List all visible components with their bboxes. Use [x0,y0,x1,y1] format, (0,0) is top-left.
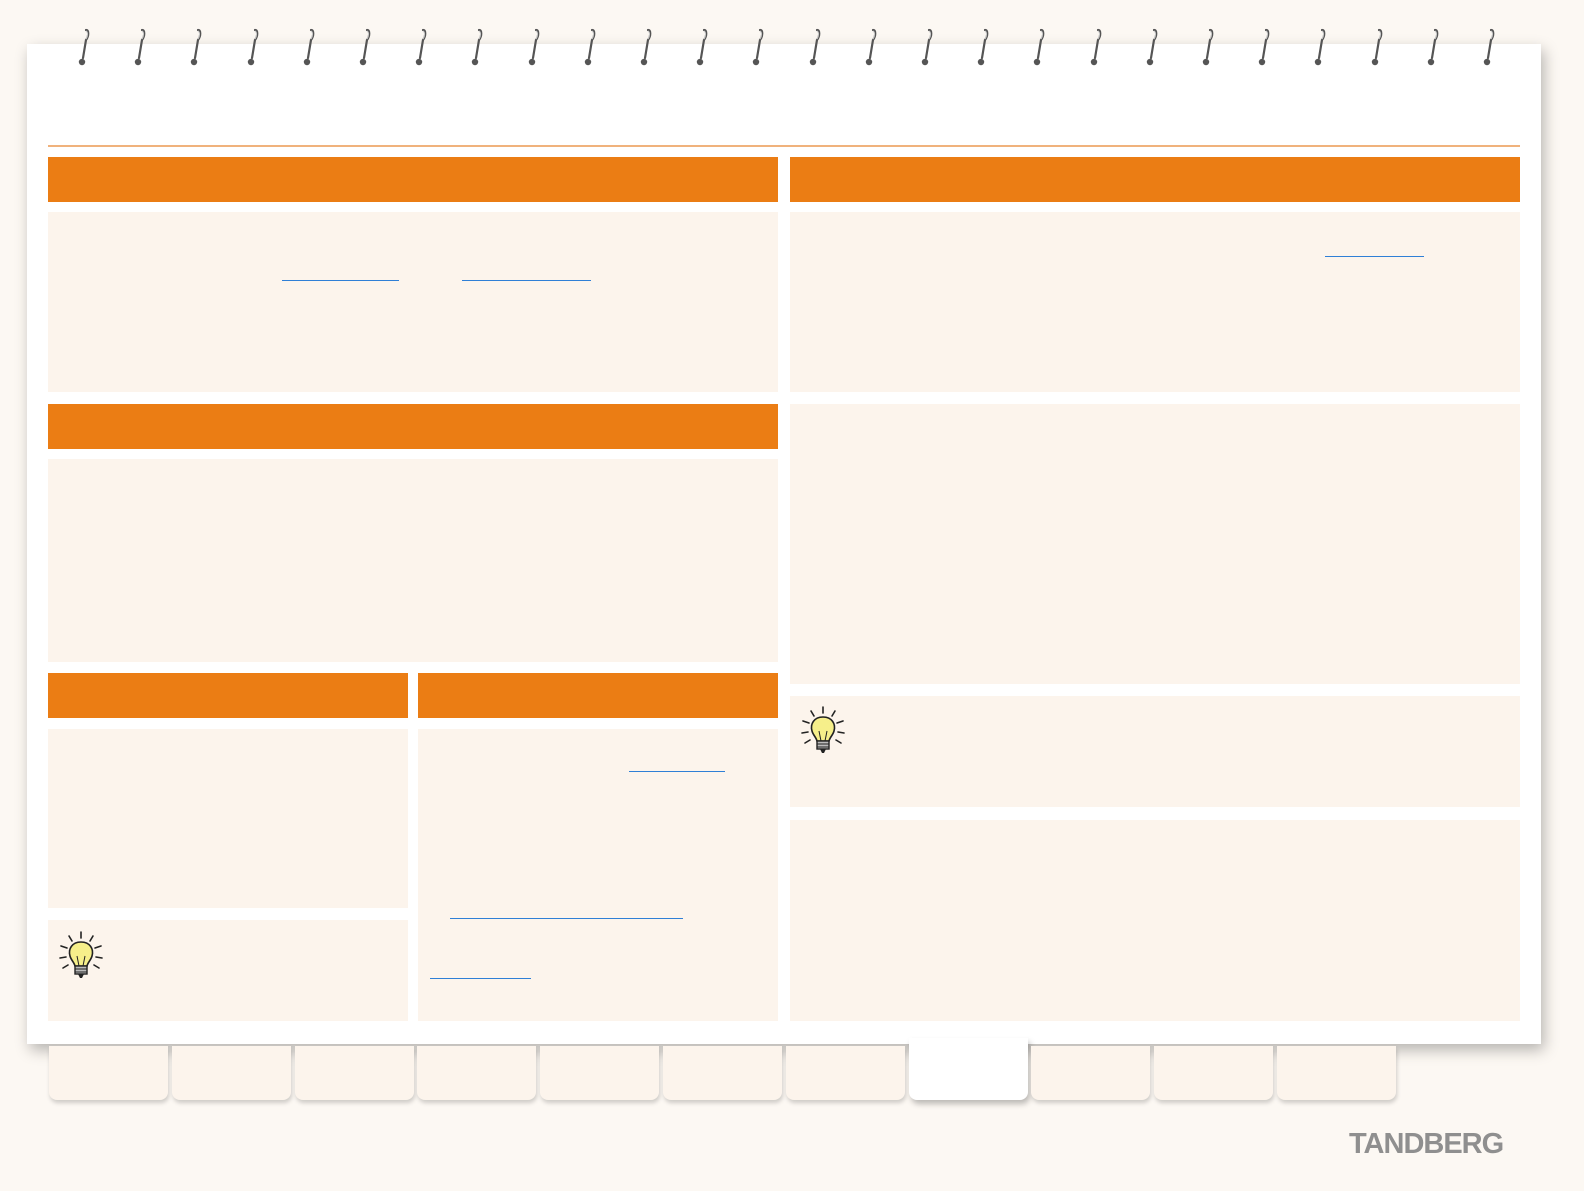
spiral-ring-icon [695,28,708,70]
spiral-ring-icon [1257,28,1270,70]
chapter-tab[interactable] [663,1046,782,1100]
spiral-ring-icon [414,28,427,70]
chapter-tab[interactable] [417,1046,537,1100]
spiral-binding [0,0,1584,80]
spiral-ring-icon [133,28,146,70]
section-body-5 [790,820,1520,1021]
spiral-ring-icon [1370,28,1382,70]
link-2[interactable] [462,279,591,281]
section-header-4 [48,673,408,718]
section-body-1 [48,212,778,392]
section-header-1 [48,157,778,202]
chapter-tab[interactable] [1154,1046,1274,1100]
chapter-tab[interactable] [540,1046,660,1100]
spiral-ring-icon [864,28,877,70]
spiral-ring-icon [808,28,820,70]
chapter-tab[interactable] [908,1038,1028,1100]
section-body-7 [418,729,778,1021]
brand-logo: TANDBERG [1349,1128,1504,1160]
spiral-ring-icon [527,28,539,70]
spiral-ring-icon [302,28,315,70]
section-body-3 [48,459,778,662]
spiral-ring-icon [1089,28,1101,70]
spiral-ring-icon [1032,28,1045,70]
spiral-ring-icon [358,28,371,70]
section-body-6 [48,729,408,908]
lightbulb-icon [58,930,104,987]
link-6[interactable] [430,977,531,979]
spiral-ring-icon [639,28,652,70]
header-divider [48,145,1520,147]
spiral-ring-icon [1426,28,1439,70]
spiral-ring-icon [751,28,764,70]
section-header-2 [790,157,1520,202]
spiral-ring-icon [77,28,90,70]
lightbulb-icon [800,705,846,762]
spiral-ring-icon [1482,28,1495,70]
spiral-ring-icon [1145,28,1158,70]
spiral-ring-icon [583,28,596,70]
section-header-3 [48,404,778,449]
chapter-tab[interactable] [294,1046,414,1100]
chapter-tab[interactable] [1031,1046,1151,1100]
section-header-5 [418,673,778,718]
tip-panel-left [48,920,408,1021]
link-3[interactable] [1325,255,1424,257]
section-body-4 [790,404,1520,684]
chapter-tab[interactable] [1277,1046,1396,1100]
spiral-ring-icon [246,28,258,70]
chapter-tab[interactable] [785,1046,905,1100]
section-body-2 [790,212,1520,392]
tip-panel-right [790,696,1520,807]
chapter-tab[interactable] [49,1046,168,1100]
spiral-ring-icon [1313,28,1326,70]
spiral-ring-icon [470,28,483,70]
chapter-tab[interactable] [171,1046,291,1100]
spiral-ring-icon [920,28,933,70]
link-5[interactable] [450,917,683,919]
spiral-ring-icon [976,28,989,70]
link-1[interactable] [282,279,399,281]
spiral-ring-icon [189,28,202,70]
link-4[interactable] [629,770,725,772]
spiral-ring-icon [1201,28,1214,70]
